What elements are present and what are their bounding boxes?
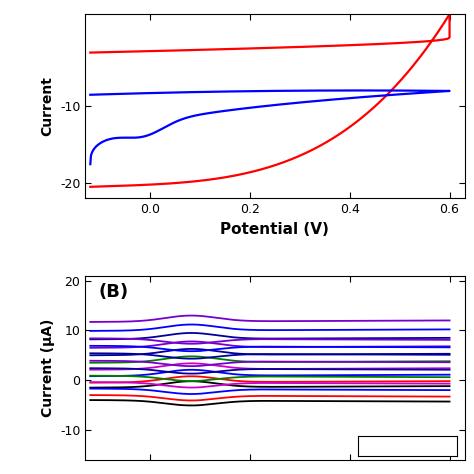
Y-axis label: Current: Current	[41, 76, 55, 136]
Text: (B): (B)	[99, 283, 129, 301]
X-axis label: Potential (V): Potential (V)	[220, 222, 329, 237]
Y-axis label: Current (μA): Current (μA)	[41, 319, 55, 417]
